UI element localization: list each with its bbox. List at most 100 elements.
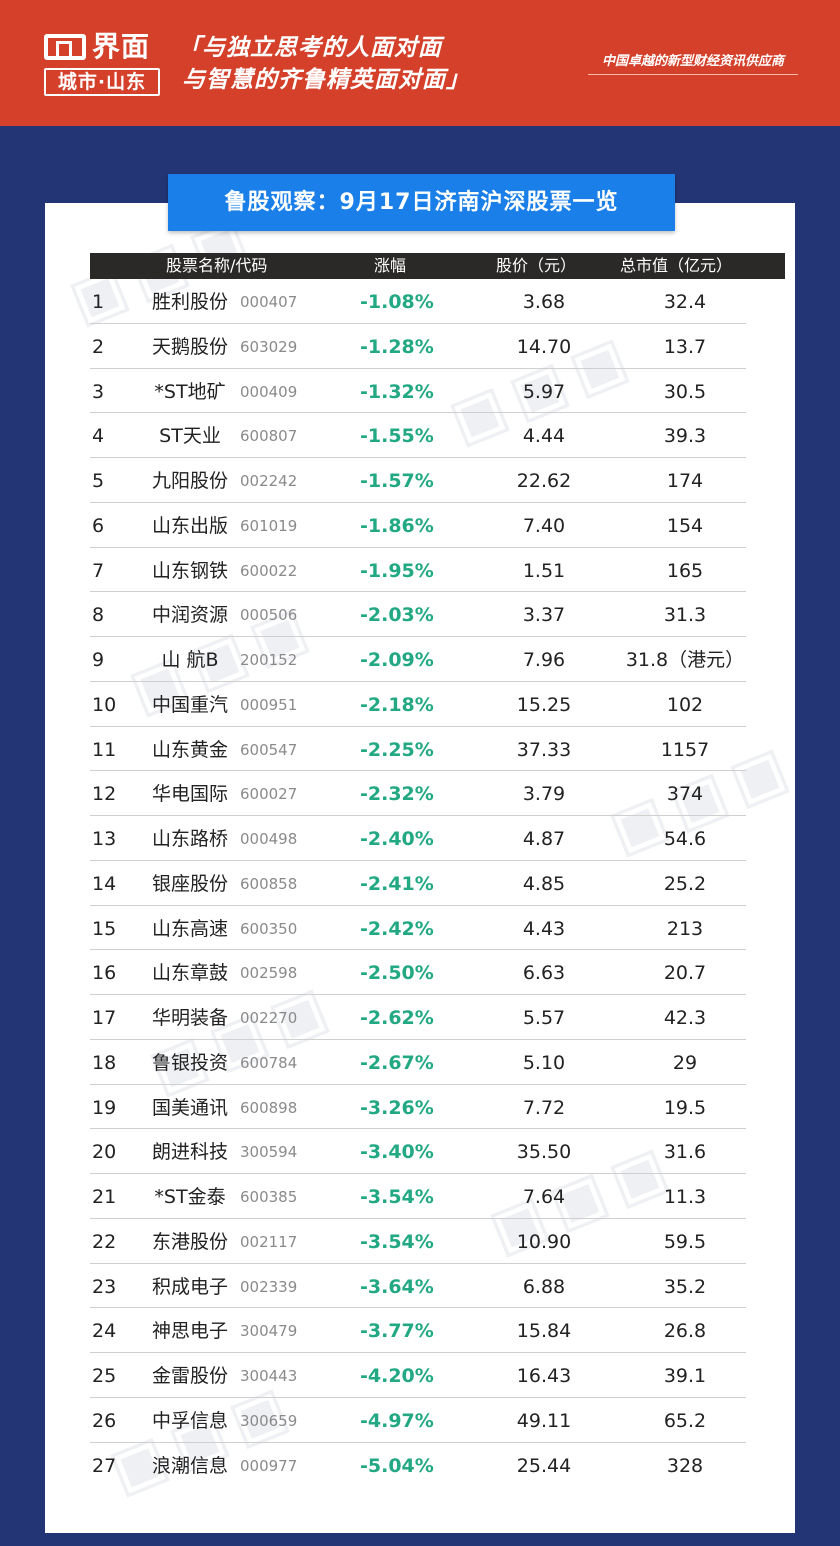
stock-market-cap: 65.2 [663,1409,707,1432]
stock-change: -3.26% [360,1096,434,1119]
stock-market-cap: 54.6 [663,828,707,850]
stock-market-cap: 31.6 [663,1141,707,1164]
stock-name: 山东高速 [151,917,228,940]
stock-name: 山东黄金 [151,738,228,761]
header-bar: 界面 城市·山东 「与独立思考的人面对面 与智慧的齐鲁精英面对面」 中国卓越的新… [0,0,840,126]
row-index: 3 [92,380,105,403]
stock-name: 山东出版 [151,514,228,537]
stock-market-cap: 19.5 [663,1096,707,1119]
stock-code: 603029 [240,337,298,356]
stock-name: 银座股份 [151,872,228,895]
stock-name: 金雷股份 [151,1365,228,1387]
table-row: 25 金雷股份 300443 -4.20% 16.43 39.1 [90,1353,746,1398]
row-index: 12 [92,783,117,806]
table-row: 11 山东黄金 600547 -2.25% 37.33 1157 [90,727,746,772]
stock-name: 山东钢铁 [151,559,228,582]
stock-change: -2.18% [360,693,434,716]
stock-price: 4.44 [522,425,566,448]
table-row: 4 ST天业 600807 -1.55% 4.44 39.3 [90,413,746,458]
stock-code: 600898 [240,1098,298,1117]
stock-name: 积成电子 [151,1275,228,1298]
stock-price: 3.68 [522,291,566,313]
stock-market-cap: 102 [666,693,704,716]
stock-market-cap: 39.1 [663,1365,707,1387]
stock-name: 胜利股份 [151,291,228,313]
table-row: 8 中润资源 000506 -2.03% 3.37 31.3 [90,592,746,637]
row-index: 13 [92,828,117,850]
stock-name: 华明装备 [151,1007,228,1029]
content-card: ▣▣▣ ▣▣▣ ▣▣▣ ▣▣▣ ▣▣▣ ▣▣▣ ▣▣▣ [45,203,795,1533]
stock-change: -4.97% [360,1409,434,1432]
stock-code: 002242 [240,472,298,490]
stock-name: 中国重汽 [151,693,228,716]
table-row: 9 山 航B 200152 -2.09% 7.96 31.8（港元） [90,637,746,682]
stock-code: 000498 [240,830,298,848]
table-row: 18 鲁银投资 600784 -2.67% 5.10 29 [90,1040,746,1085]
stock-market-cap: 31.8（港元） [625,649,745,671]
stock-name: 神思电子 [151,1320,228,1343]
stock-change: -1.32% [360,380,434,403]
stock-code: 000409 [240,382,298,401]
row-index: 5 [92,470,105,492]
stock-code: 002598 [240,964,298,983]
stock-market-cap: 213 [666,917,704,940]
stock-market-cap: 59.5 [663,1230,707,1253]
table-row: 13 山东路桥 000498 -2.40% 4.87 54.6 [90,816,746,861]
page-title: 鲁股观察：9月17日济南沪深股票一览 [168,174,675,231]
stock-change: -4.20% [360,1365,434,1387]
row-index: 2 [92,335,105,358]
table-row: 5 九阳股份 002242 -1.57% 22.62 174 [90,458,746,503]
stock-price: 35.50 [516,1141,572,1164]
stock-name: 山东路桥 [151,828,228,850]
stock-name: *ST地矿 [154,380,226,403]
row-index: 4 [92,425,105,448]
stock-price: 7.64 [522,1186,566,1208]
stock-code: 002270 [240,1009,298,1027]
stock-price: 3.79 [522,783,566,806]
stock-code: 002339 [240,1277,298,1296]
table-row: 10 中国重汽 000951 -2.18% 15.25 102 [90,682,746,727]
stock-change: -1.57% [360,470,434,492]
column-header-cap: 总市值（亿元） [620,256,733,275]
stock-price: 4.87 [522,828,566,850]
stock-change: -2.40% [360,828,434,850]
row-index: 22 [92,1230,117,1253]
stock-market-cap: 13.7 [663,335,707,358]
table-row: 16 山东章鼓 002598 -2.50% 6.63 20.7 [90,950,746,995]
logo-frame-icon [44,34,86,60]
table-row: 26 中孚信息 300659 -4.97% 49.11 65.2 [90,1398,746,1443]
stock-code: 600022 [240,561,298,580]
stock-price: 7.72 [522,1096,566,1119]
table-row: 23 积成电子 002339 -3.64% 6.88 35.2 [90,1264,746,1309]
stock-price: 3.37 [522,604,566,627]
stock-name: 浪潮信息 [151,1454,228,1477]
table-row: 2 天鹅股份 603029 -1.28% 14.70 13.7 [90,324,746,369]
slogan: 「与独立思考的人面对面 与智慧的齐鲁精英面对面」 [178,32,498,96]
stock-change: -1.86% [360,514,434,537]
stock-name: 华电国际 [151,783,228,806]
stock-name: 天鹅股份 [151,335,228,358]
table-row: 20 朗进科技 300594 -3.40% 35.50 31.6 [90,1129,746,1174]
table-row: 22 东港股份 002117 -3.54% 10.90 59.5 [90,1219,746,1264]
row-index: 8 [92,604,105,627]
stock-name: 山东章鼓 [151,962,228,985]
stock-code: 600027 [240,785,298,804]
column-header-name: 股票名称/代码 [166,256,268,275]
stock-code: 600385 [240,1188,298,1206]
stock-price: 7.40 [522,514,566,537]
row-index: 18 [92,1051,117,1074]
stock-market-cap: 39.3 [663,425,707,448]
table-row: 12 华电国际 600027 -2.32% 3.79 374 [90,771,746,816]
stock-market-cap: 174 [666,470,704,492]
table-row: 1 胜利股份 000407 -1.08% 3.68 32.4 [90,279,746,324]
stock-code: 300443 [240,1367,298,1385]
row-index: 16 [92,962,117,985]
stock-name: 鲁银投资 [151,1051,228,1074]
row-index: 26 [92,1409,117,1432]
slogan-line-1: 「与独立思考的人面对面 [178,35,442,61]
stock-code: 600858 [240,874,298,893]
stock-change: -1.95% [360,559,434,582]
stock-price: 5.97 [522,380,566,403]
table-row: 17 华明装备 002270 -2.62% 5.57 42.3 [90,995,746,1040]
table-row: 3 *ST地矿 000409 -1.32% 5.97 30.5 [90,369,746,414]
